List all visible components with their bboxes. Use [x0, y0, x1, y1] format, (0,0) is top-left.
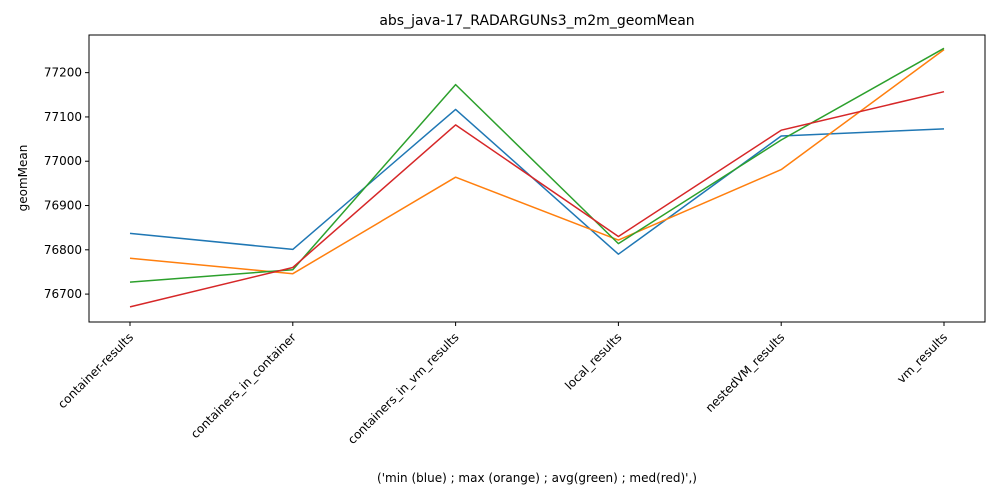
plot-frame	[88, 34, 986, 323]
x-tick-label: containers_in_vm_results	[345, 330, 462, 447]
x-tick-label: vm_results	[894, 330, 950, 386]
plot-lines	[129, 47, 945, 308]
x-tick-label: containers_in_container	[188, 330, 299, 441]
x-tick-label: local_results	[562, 330, 624, 392]
series-line-2	[129, 48, 945, 275]
chart-title: abs_java-17_RADARGUNs3_m2m_geomMean	[379, 13, 694, 29]
y-axis-label: geomMean	[16, 145, 30, 212]
x-axis-label: ('min (blue) ; max (orange) ; avg(green)…	[377, 471, 697, 485]
x-axis: container-results containers_in_container…	[55, 322, 950, 447]
y-tick-label: 76900	[44, 199, 82, 213]
x-tick-label: nestedVM_results	[703, 330, 788, 415]
series-line-1	[129, 108, 945, 255]
y-tick-label: 77200	[44, 66, 82, 80]
series-line-4	[129, 90, 945, 308]
y-axis: 76700 76800 76900 77000 77100 77200	[44, 66, 89, 301]
y-tick-label: 77000	[44, 154, 82, 168]
x-tick-label: container-results	[55, 330, 136, 411]
series-line-3	[129, 47, 945, 283]
y-tick-label: 77100	[44, 110, 82, 124]
y-tick-label: 76700	[44, 287, 82, 301]
y-tick-label: 76800	[44, 243, 82, 257]
